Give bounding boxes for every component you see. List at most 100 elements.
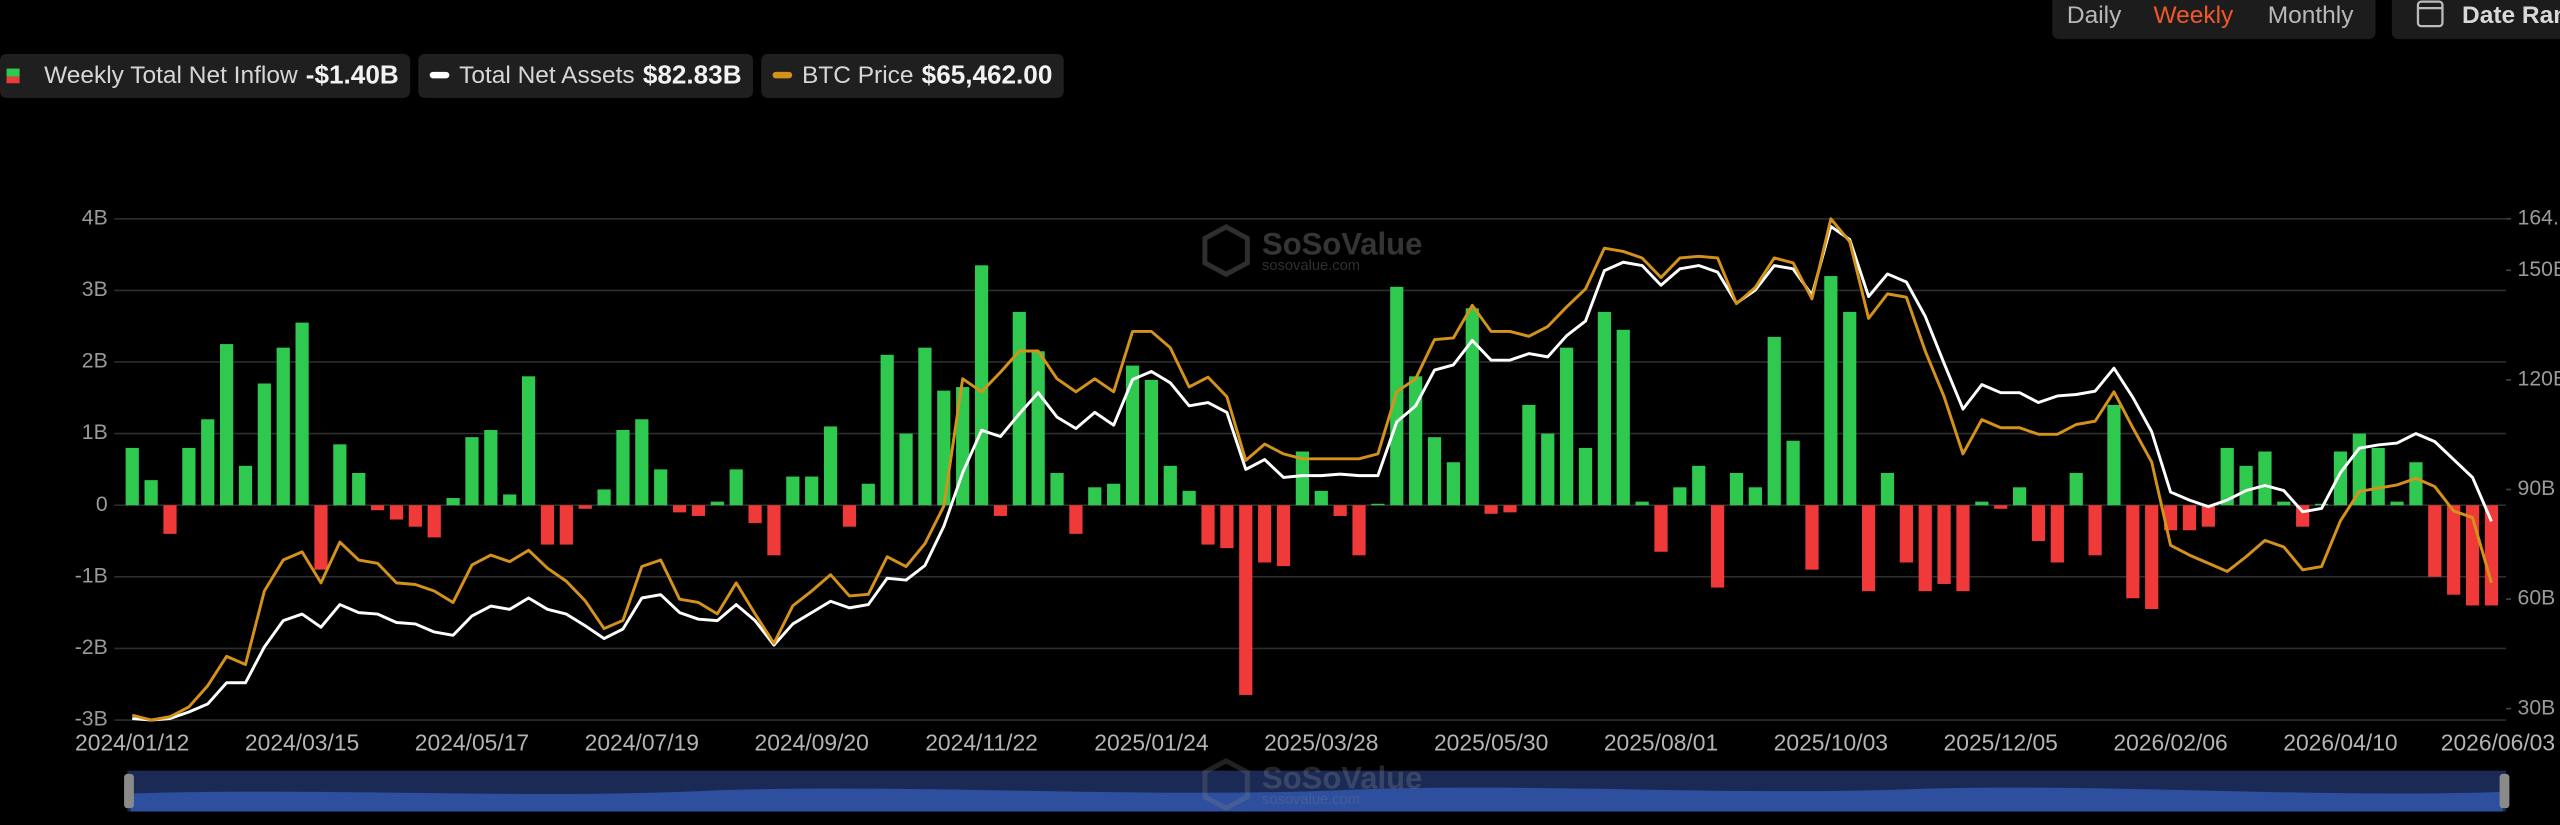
bar — [2050, 505, 2064, 563]
period-button[interactable]: Monthly — [2268, 2, 2354, 29]
x-tick-label: 2024/11/22 — [925, 730, 1038, 756]
bar — [2390, 501, 2404, 506]
bar — [1031, 351, 1045, 506]
legend-value: $65,462.00 — [922, 60, 1053, 90]
bar — [1069, 505, 1083, 534]
bar — [805, 476, 819, 506]
x-tick-label: 2024/03/15 — [245, 730, 359, 756]
bar — [220, 344, 234, 506]
bar — [1918, 505, 1932, 592]
bar — [2484, 505, 2499, 606]
navigator[interactable] — [124, 770, 2510, 812]
bar — [993, 505, 1008, 516]
legend-swatch — [772, 71, 793, 79]
bar — [1899, 505, 1913, 563]
bar — [2277, 501, 2291, 506]
x-tick-label: 2025/12/05 — [1944, 730, 2058, 756]
bar — [1107, 483, 1121, 506]
bar — [2088, 505, 2102, 556]
bar — [767, 505, 781, 556]
legend-item[interactable]: Weekly Total Net Inflow -$1.40B — [0, 53, 411, 98]
bar — [1522, 404, 1536, 506]
bar — [2314, 503, 2329, 506]
bar — [352, 472, 366, 506]
legend-value: -$1.40B — [306, 60, 399, 90]
legend-box — [761, 53, 1064, 98]
bar — [2428, 505, 2442, 577]
bar — [1333, 505, 1347, 516]
bar — [484, 430, 498, 506]
bar — [1088, 487, 1102, 506]
x-tick-label: 2026/02/06 — [2113, 730, 2227, 756]
bar — [408, 505, 422, 527]
bar — [1597, 311, 1611, 506]
bar — [2239, 465, 2253, 506]
bar — [314, 505, 328, 570]
bar — [710, 501, 724, 506]
bar — [2012, 487, 2027, 506]
bar — [2258, 451, 2272, 506]
bar — [1975, 501, 1989, 506]
watermark: SoSoValue sosovalue.com — [1202, 758, 1422, 811]
y2-tick-label: 164.1 — [2518, 206, 2560, 229]
bar — [2107, 404, 2121, 506]
bar — [1541, 433, 1555, 506]
bar — [1786, 440, 1800, 506]
bar — [1276, 505, 1291, 567]
bar — [1465, 308, 1479, 506]
legend-swatch — [6, 76, 20, 84]
x-tick-label: 2026/04/10 — [2283, 730, 2397, 756]
x-tick-label: 2025/01/24 — [1094, 730, 1209, 756]
bar — [1578, 447, 1593, 506]
y-tick-label: 0 — [96, 493, 108, 516]
bar — [2201, 505, 2215, 527]
bar — [2126, 505, 2140, 599]
legend-box — [0, 53, 411, 98]
legend-item[interactable]: Total Net Assets $82.83B — [418, 53, 753, 98]
watermark: SoSoValue sosovalue.com — [1202, 224, 1422, 278]
legend-label: BTC Price — [802, 62, 914, 89]
bar — [257, 383, 271, 506]
bar — [1861, 505, 1876, 592]
bar — [2371, 447, 2385, 506]
bar — [521, 376, 536, 506]
bar — [295, 322, 309, 506]
legend-item[interactable]: BTC Price $65,462.00 — [761, 53, 1064, 98]
bar — [503, 494, 517, 506]
bar — [1352, 505, 1366, 556]
line — [132, 224, 2493, 722]
bar — [1503, 505, 1517, 513]
date-range-label[interactable]: Date Ran — [2462, 2, 2560, 29]
bar — [1560, 347, 1574, 506]
x-tick-label: 2024/01/12 — [75, 730, 189, 756]
bar — [1767, 336, 1781, 506]
bar — [1012, 311, 1026, 506]
bar — [182, 447, 196, 506]
bar — [1673, 487, 1687, 506]
bar — [1843, 311, 1857, 506]
y2-tick-label: 30B — [2518, 696, 2556, 719]
y-tick-label: -2B — [75, 636, 108, 659]
date-range-button[interactable] — [2391, 0, 2560, 40]
period-button[interactable]: Daily — [2067, 2, 2122, 29]
bar — [1446, 462, 1460, 506]
y-tick-label: -3B — [75, 708, 108, 731]
bar — [389, 505, 404, 520]
bar — [635, 419, 649, 506]
bar — [1937, 505, 1951, 584]
y2-tick-label: 90B — [2518, 477, 2556, 500]
bar — [974, 265, 989, 506]
bar — [729, 469, 743, 506]
bar — [2031, 505, 2046, 542]
bar — [1956, 505, 1970, 592]
calendar-icon — [2416, 0, 2444, 28]
bar — [2069, 472, 2083, 506]
x-tick-label: 2024/07/19 — [585, 730, 699, 756]
bar — [2447, 505, 2461, 595]
period-button[interactable]: Weekly — [2153, 2, 2234, 29]
bar — [276, 347, 290, 506]
bar — [654, 469, 668, 506]
